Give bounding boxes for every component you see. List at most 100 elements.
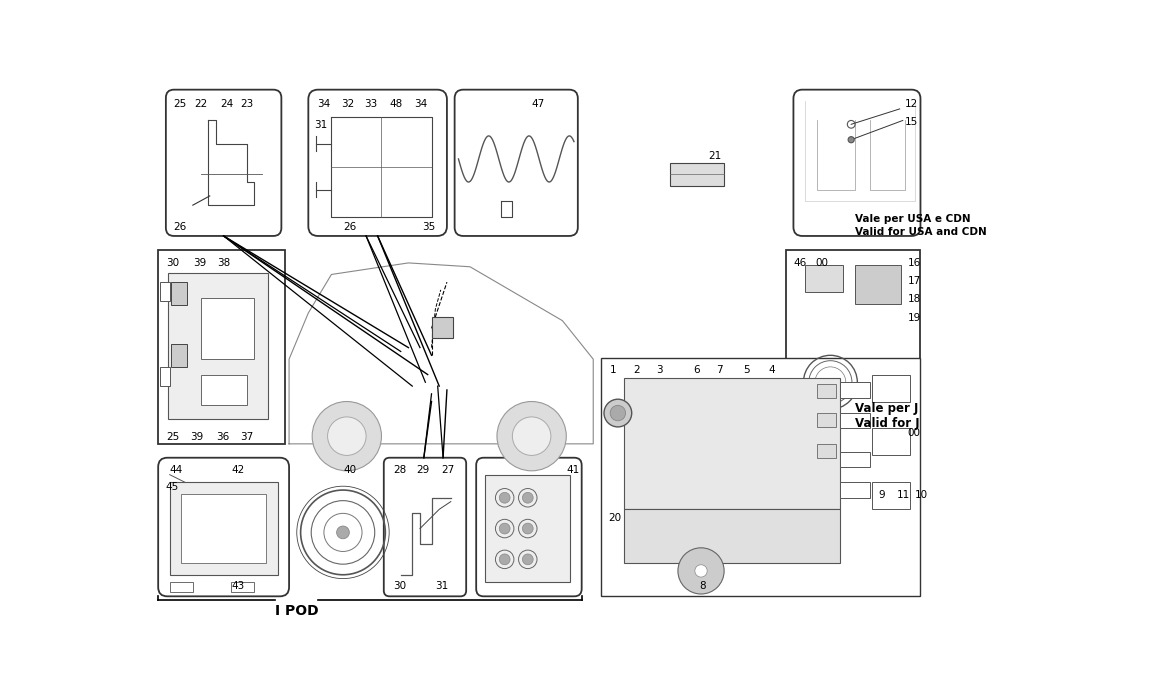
Text: 44: 44 bbox=[170, 465, 183, 475]
Bar bbox=[161, 367, 170, 386]
Bar bbox=[624, 510, 840, 563]
Text: 29: 29 bbox=[416, 465, 429, 475]
Bar bbox=[161, 282, 170, 301]
Text: 2: 2 bbox=[634, 365, 639, 374]
Circle shape bbox=[499, 492, 511, 503]
Text: 48: 48 bbox=[389, 99, 402, 109]
Text: 40: 40 bbox=[343, 465, 356, 475]
Bar bbox=[624, 378, 840, 510]
Text: 34: 34 bbox=[415, 99, 428, 109]
Bar bbox=[159, 250, 285, 444]
Text: 15: 15 bbox=[905, 117, 919, 126]
Text: 30: 30 bbox=[393, 581, 406, 591]
Text: 36: 36 bbox=[216, 432, 229, 443]
Text: 30: 30 bbox=[166, 257, 179, 268]
FancyBboxPatch shape bbox=[793, 89, 920, 236]
Text: 17: 17 bbox=[907, 276, 921, 286]
Bar bbox=[170, 482, 277, 575]
Text: 4: 4 bbox=[769, 365, 775, 374]
Bar bbox=[485, 475, 570, 583]
Bar bbox=[840, 451, 871, 467]
Text: 34: 34 bbox=[317, 99, 331, 109]
Bar bbox=[856, 265, 902, 304]
Circle shape bbox=[848, 137, 854, 143]
Bar bbox=[872, 482, 911, 510]
Bar bbox=[171, 282, 186, 305]
Bar bbox=[785, 250, 920, 444]
Text: 1: 1 bbox=[611, 365, 616, 374]
Text: 22: 22 bbox=[194, 99, 208, 109]
Bar bbox=[168, 273, 268, 419]
Text: 33: 33 bbox=[363, 99, 377, 109]
Text: I POD: I POD bbox=[275, 604, 319, 618]
Text: 39: 39 bbox=[193, 257, 206, 268]
Text: 26: 26 bbox=[343, 222, 356, 232]
Bar bbox=[231, 583, 254, 591]
FancyBboxPatch shape bbox=[384, 458, 466, 596]
Circle shape bbox=[499, 554, 511, 565]
Bar bbox=[170, 583, 193, 591]
Text: 39: 39 bbox=[191, 432, 204, 443]
Circle shape bbox=[678, 548, 724, 594]
FancyBboxPatch shape bbox=[159, 458, 289, 596]
Bar bbox=[431, 317, 453, 338]
Text: 38: 38 bbox=[217, 257, 231, 268]
Bar bbox=[840, 482, 871, 498]
Text: 28: 28 bbox=[393, 465, 406, 475]
Bar bbox=[670, 163, 724, 186]
Circle shape bbox=[522, 554, 534, 565]
Text: 37: 37 bbox=[240, 432, 254, 443]
Bar bbox=[182, 494, 266, 563]
Text: 21: 21 bbox=[708, 151, 722, 161]
Circle shape bbox=[522, 523, 534, 534]
FancyBboxPatch shape bbox=[166, 89, 282, 236]
Text: Valid for J: Valid for J bbox=[856, 417, 920, 430]
Text: 7: 7 bbox=[716, 365, 723, 374]
FancyBboxPatch shape bbox=[476, 458, 582, 596]
Text: 43: 43 bbox=[231, 581, 245, 591]
Text: 26: 26 bbox=[172, 222, 186, 232]
Text: Valid for USA and CDN: Valid for USA and CDN bbox=[856, 227, 987, 238]
Bar bbox=[805, 265, 843, 292]
Text: 46: 46 bbox=[793, 257, 806, 268]
Text: 25: 25 bbox=[172, 99, 186, 109]
Bar bbox=[816, 413, 836, 427]
Text: 5: 5 bbox=[743, 365, 750, 374]
Bar bbox=[601, 358, 920, 596]
Text: 3: 3 bbox=[657, 365, 664, 374]
Circle shape bbox=[604, 399, 631, 427]
Circle shape bbox=[312, 402, 382, 471]
Text: 23: 23 bbox=[240, 99, 254, 109]
Text: 00: 00 bbox=[815, 257, 828, 268]
Text: 9: 9 bbox=[879, 490, 884, 500]
Text: 24: 24 bbox=[220, 99, 233, 109]
Text: 20: 20 bbox=[608, 513, 622, 523]
Text: 11: 11 bbox=[897, 490, 910, 500]
Text: 42: 42 bbox=[231, 465, 245, 475]
Circle shape bbox=[328, 417, 366, 456]
Text: 18: 18 bbox=[907, 294, 921, 305]
FancyBboxPatch shape bbox=[454, 89, 577, 236]
Text: 12: 12 bbox=[905, 99, 919, 109]
Circle shape bbox=[337, 526, 350, 539]
Bar bbox=[872, 374, 911, 402]
Text: 31: 31 bbox=[436, 581, 449, 591]
Text: 00: 00 bbox=[907, 428, 920, 438]
Bar bbox=[816, 444, 836, 458]
Bar bbox=[840, 382, 871, 398]
Text: 19: 19 bbox=[907, 313, 921, 323]
Text: 8: 8 bbox=[699, 581, 706, 591]
Text: 6: 6 bbox=[693, 365, 700, 374]
Text: 47: 47 bbox=[531, 99, 545, 109]
Circle shape bbox=[522, 492, 534, 503]
Circle shape bbox=[497, 402, 566, 471]
Text: 27: 27 bbox=[440, 465, 454, 475]
Text: 31: 31 bbox=[314, 120, 328, 130]
Bar bbox=[840, 413, 871, 428]
Circle shape bbox=[611, 405, 626, 421]
Bar bbox=[872, 428, 911, 456]
Bar bbox=[200, 298, 254, 359]
Text: 35: 35 bbox=[422, 222, 436, 232]
Bar bbox=[171, 344, 186, 367]
Text: 41: 41 bbox=[566, 465, 580, 475]
